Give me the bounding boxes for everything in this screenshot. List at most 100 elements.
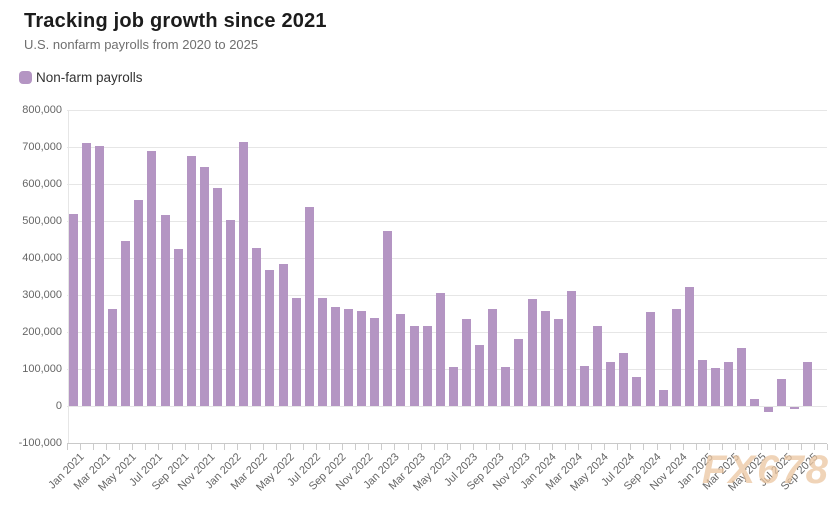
page-title: Tracking job growth since 2021 [24,10,327,32]
y-axis-label: 700,000 [22,141,62,153]
bar-oct-2024[interactable] [658,389,668,406]
bar-nov-2022[interactable] [357,311,367,406]
bar-may-2023[interactable] [435,292,445,406]
x-axis-tick [722,444,724,450]
bar-sep-2023[interactable] [488,309,498,406]
bar-feb-2022[interactable] [239,141,249,406]
bar-nov-2023[interactable] [514,338,524,406]
bar-mar-2025[interactable] [724,361,734,406]
gridline [67,110,827,111]
x-axis-tick [394,444,396,450]
bar-sep-2021[interactable] [173,249,183,406]
bar-apr-2025[interactable] [737,347,747,406]
x-axis-tick [643,444,645,450]
x-axis-tick [761,444,763,450]
x-axis-tick [813,444,815,450]
bar-may-2024[interactable] [593,326,603,406]
bar-dec-2021[interactable] [212,188,222,406]
bar-oct-2023[interactable] [501,367,511,406]
bar-jan-2021[interactable] [68,213,78,406]
bar-nov-2021[interactable] [199,166,209,406]
bar-mar-2024[interactable] [566,291,576,406]
x-axis-tick [302,444,304,450]
bar-jun-2023[interactable] [448,367,458,406]
bar-mar-2022[interactable] [252,248,262,406]
x-axis-tick [433,444,435,450]
bar-feb-2024[interactable] [553,318,563,406]
gridline [67,147,827,148]
x-axis-tick [381,444,383,450]
bar-aug-2023[interactable] [475,344,485,406]
bar-jun-2025[interactable] [763,407,773,412]
bar-nov-2024[interactable] [671,309,681,406]
bar-mar-2023[interactable] [409,325,419,406]
bar-oct-2021[interactable] [186,155,196,406]
x-axis-tick [315,444,317,450]
bar-feb-2023[interactable] [396,314,406,406]
bar-aug-2021[interactable] [160,214,170,406]
x-axis-tick [79,444,81,450]
bar-dec-2023[interactable] [527,298,537,406]
bar-jan-2025[interactable] [698,359,707,407]
x-axis-tick [538,444,540,450]
x-axis-tick [591,444,592,450]
bar-jan-2022[interactable] [226,219,235,406]
y-axis-label: -100,000 [18,437,62,449]
bar-apr-2021[interactable] [108,308,117,406]
bar-dec-2022[interactable] [370,317,380,406]
x-axis-tick [617,444,619,450]
bar-jan-2024[interactable] [540,311,550,406]
bar-oct-2022[interactable] [344,308,353,406]
x-axis-tick [237,444,238,450]
y-axis-line [68,110,69,443]
bar-aug-2025[interactable] [789,407,799,409]
bar-jun-2022[interactable] [291,297,301,406]
bar-jul-2023[interactable] [462,318,471,406]
bar-jun-2024[interactable] [606,362,616,406]
x-axis-tick [92,444,94,450]
x-axis-tick [827,444,828,450]
x-axis-tick [473,444,474,450]
bar-jul-2021[interactable] [147,151,157,406]
bar-apr-2022[interactable] [265,269,275,406]
legend-item-nonfarm-payrolls[interactable]: Non-farm payrolls [19,69,143,85]
bar-feb-2021[interactable] [81,143,91,406]
bar-apr-2023[interactable] [422,325,432,406]
bar-feb-2025[interactable] [711,368,721,406]
bar-jul-2025[interactable] [776,379,786,406]
bar-may-2021[interactable] [121,240,131,406]
y-axis-label: 0 [55,400,62,412]
x-axis-tick [407,444,409,450]
x-axis-tick [158,444,160,450]
bar-aug-2022[interactable] [317,298,327,406]
bar-may-2025[interactable] [750,399,760,406]
x-axis-tick [171,444,173,450]
bar-aug-2024[interactable] [632,377,642,406]
x-axis-tick [551,444,553,450]
x-axis-tick [682,444,684,450]
bar-sep-2024[interactable] [645,311,655,406]
x-axis-tick [223,444,225,450]
bar-mar-2021[interactable] [94,145,104,406]
bar-sep-2022[interactable] [330,306,340,406]
bar-jul-2022[interactable] [304,207,314,406]
bar-sep-2025[interactable] [802,362,812,406]
bar-apr-2024[interactable] [580,366,589,406]
x-axis-tick [709,444,710,450]
x-axis-tick [748,444,750,450]
x-axis-tick [774,444,776,450]
legend-swatch-icon [19,70,32,84]
bar-dec-2024[interactable] [684,286,694,406]
x-axis-tick [735,444,737,450]
x-axis-tick [341,444,343,450]
bar-jul-2024[interactable] [619,352,629,406]
bar-jun-2021[interactable] [134,199,144,406]
x-axis-line [67,443,827,444]
x-axis-tick [604,444,606,450]
x-axis-tick [105,444,107,450]
x-axis-tick [525,444,527,450]
bar-jan-2023[interactable] [383,231,393,406]
bar-may-2022[interactable] [278,263,288,406]
x-axis-tick [499,444,501,450]
